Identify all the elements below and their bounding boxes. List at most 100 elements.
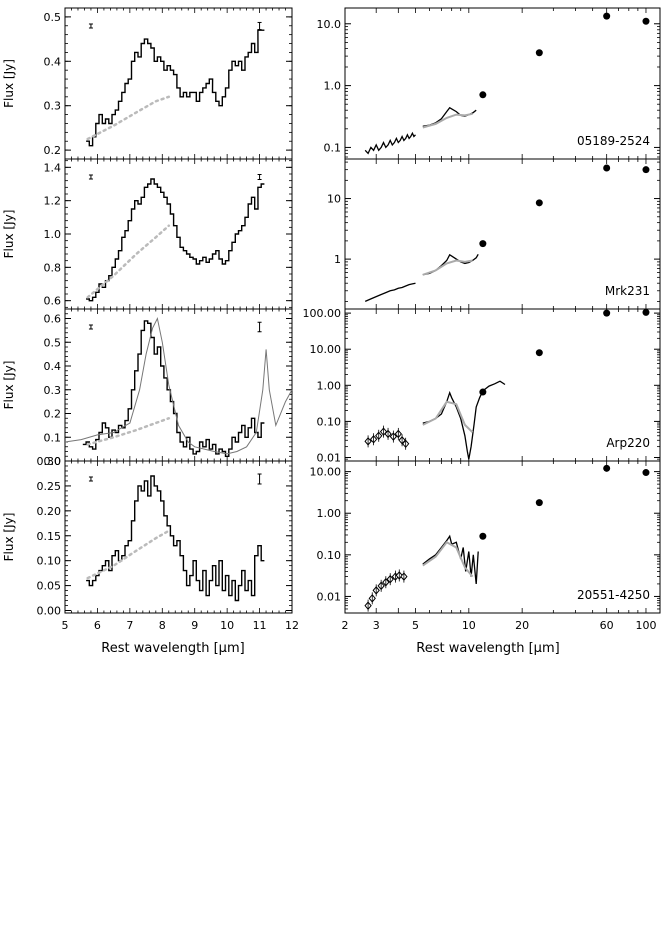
- series-fit: [422, 259, 473, 276]
- y-tick-label: 0.3: [44, 100, 62, 113]
- x-tick-label: 8: [159, 619, 166, 632]
- series-step: [86, 475, 265, 602]
- photometry-point: [535, 499, 543, 507]
- y-tick-label: 0.0: [44, 455, 62, 468]
- object-label: 05189-2524: [577, 134, 650, 148]
- x-tick-label: 10: [462, 619, 476, 632]
- y-tick-label: 0.8: [44, 261, 62, 274]
- series-continuum: [86, 529, 171, 580]
- photometry-point: [535, 349, 543, 357]
- panel-left-0: 0.2 0.3 0.4 0.5 Flux [Jy]: [2, 7, 293, 160]
- series-fit: [422, 112, 473, 129]
- y-tick-label: 0.15: [37, 530, 62, 543]
- y-tick-label: 0.4: [44, 55, 62, 68]
- x-tick-label: 9: [191, 619, 198, 632]
- x-tick-label: 6: [94, 619, 101, 632]
- panels-layer: 0.2 0.3 0.4 0.5 Flux [Jy] 0.6 0.8 1.0 1.2 1.4 Flux…: [2, 7, 661, 632]
- y-tick-label: 0.00: [37, 605, 62, 618]
- series-fit: [422, 400, 474, 434]
- panel-right-3: 0.01 0.10 1.00 10.00 20551-4250 2 3 5 10 20 60 100: [310, 460, 661, 632]
- panel-right-2: 0.01 0.10 1.00 10.00 100.00 Arp220: [303, 307, 661, 465]
- y-tick-label: 10.00: [310, 466, 342, 479]
- right-x-axis-label: Rest wavelength [μm]: [416, 641, 559, 656]
- x-tick-label: 5: [412, 619, 419, 632]
- photometry-point: [603, 164, 611, 172]
- photometry-point: [535, 49, 543, 57]
- photometry-point: [535, 199, 543, 207]
- x-tick-label: 20: [515, 619, 529, 632]
- y-tick-label: 0.1: [324, 141, 342, 154]
- y-tick-label: 0.10: [317, 415, 342, 428]
- series-spectrum: [364, 131, 416, 155]
- panel-left-3: 0.00 0.05 0.10 0.15 0.20 0.25 0.30 Flux [Jy] 5 6 7…: [2, 455, 299, 632]
- y-tick-label: 0.20: [37, 505, 62, 518]
- photometry-point: [642, 166, 650, 174]
- x-tick-label: 60: [600, 619, 614, 632]
- photometry-point: [642, 469, 650, 477]
- y-tick-label: 1.00: [317, 379, 342, 392]
- y-tick-label: 0.6: [44, 295, 62, 308]
- y-tick-label: 1.0: [324, 80, 342, 93]
- y-tick-label: 1.0: [44, 228, 62, 241]
- photometry-point: [479, 532, 487, 540]
- series-step: [86, 178, 265, 302]
- panel-left-1: 0.6 0.8 1.0 1.2 1.4 Flux [Jy]: [2, 158, 293, 310]
- y-tick-label: 1.00: [317, 507, 342, 520]
- y-tick-label: 1.4: [44, 161, 62, 174]
- panel-frame: [64, 460, 293, 614]
- y-axis-label: Flux [Jy]: [2, 210, 16, 259]
- x-tick-label: 5: [62, 619, 69, 632]
- series-spectrum: [364, 282, 416, 302]
- y-tick-label: 1.2: [44, 195, 62, 208]
- x-tick-label: 12: [285, 619, 299, 632]
- photometry-point: [479, 388, 487, 396]
- panel-frame: [344, 460, 661, 614]
- object-label: 20551-4250: [577, 588, 650, 602]
- y-tick-label: 0.05: [37, 580, 62, 593]
- y-tick-label: 10.00: [310, 343, 342, 356]
- series-model: [64, 316, 293, 455]
- series-step: [86, 29, 265, 147]
- x-tick-label: 100: [635, 619, 656, 632]
- y-tick-label: 0.2: [44, 408, 62, 421]
- y-tick-label: 0.10: [317, 549, 342, 562]
- series-fit: [422, 541, 474, 578]
- y-tick-label: 1: [334, 253, 341, 266]
- y-tick-label: 0.1: [44, 431, 62, 444]
- y-tick-label: 0.2: [44, 144, 62, 157]
- y-tick-label: 10.0: [317, 18, 342, 31]
- y-tick-label: 0.10: [37, 555, 62, 568]
- y-tick-label: 0.4: [44, 360, 62, 373]
- panel-right-1: 1 10 Mrk231: [327, 158, 661, 310]
- photometry-point: [603, 12, 611, 20]
- y-tick-label: 100.00: [303, 307, 342, 320]
- series-step: [82, 320, 265, 457]
- panel-right-0: 0.1 1.0 10.0 05189-2524: [317, 7, 661, 160]
- x-tick-label: 10: [220, 619, 234, 632]
- series-continuum: [86, 224, 171, 299]
- photometry-point: [642, 308, 650, 316]
- object-label: Mrk231: [605, 284, 650, 298]
- photometry-point: [479, 240, 487, 248]
- y-axis-label: Flux [Jy]: [2, 513, 16, 562]
- photometry-point: [603, 309, 611, 317]
- y-tick-label: 0.6: [44, 313, 62, 326]
- panel-left-2: 0.0 0.1 0.2 0.3 0.4 0.5 0.6 Flux [Jy]: [2, 308, 293, 468]
- y-tick-label: 0.01: [317, 590, 342, 603]
- y-axis-label: Flux [Jy]: [2, 361, 16, 410]
- y-tick-label: 0.01: [317, 452, 342, 465]
- x-tick-label: 11: [253, 619, 267, 632]
- x-tick-label: 7: [126, 619, 133, 632]
- y-tick-label: 0.5: [44, 11, 62, 24]
- photometry-point: [603, 464, 611, 472]
- photometry-point: [642, 17, 650, 25]
- y-tick-label: 10: [327, 193, 341, 206]
- y-tick-label: 0.30: [37, 455, 62, 468]
- y-tick-label: 0.5: [44, 336, 62, 349]
- series-continuum: [86, 417, 171, 446]
- y-tick-label: 0.25: [37, 480, 62, 493]
- y-axis-label: Flux [Jy]: [2, 59, 16, 108]
- left-x-axis-label: Rest wavelength [μm]: [101, 641, 244, 656]
- y-tick-label: 0.3: [44, 384, 62, 397]
